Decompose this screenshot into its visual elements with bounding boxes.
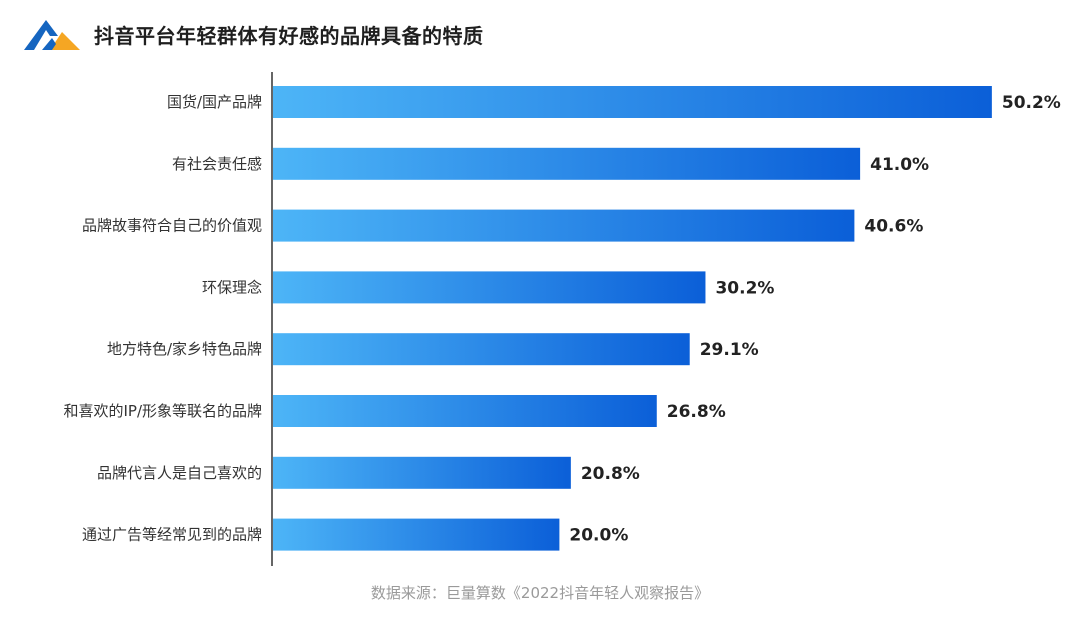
- bar: [273, 333, 690, 366]
- category-label: 品牌代言人是自己喜欢的: [97, 464, 262, 482]
- bar: [273, 86, 992, 118]
- chart-title: 抖音平台年轻群体有好感的品牌具备的特质: [94, 23, 484, 48]
- value-label: 50.2%: [1002, 93, 1061, 113]
- bar: [273, 456, 571, 489]
- data-source-note: 数据来源：巨量算数《2022抖音年轻人观察报告》: [370, 584, 710, 602]
- category-label: 品牌故事符合自己的价值观: [82, 217, 262, 235]
- category-label: 通过广告等经常见到的品牌: [82, 526, 262, 544]
- bar: [273, 518, 560, 551]
- value-label: 20.8%: [581, 464, 640, 484]
- category-label: 环保理念: [202, 278, 262, 296]
- category-label: 和喜欢的IP/形象等联名的品牌: [63, 402, 262, 420]
- value-label: 20.0%: [569, 526, 628, 546]
- bar: [273, 271, 706, 304]
- value-label: 30.2%: [715, 278, 774, 298]
- value-label: 40.6%: [864, 217, 923, 237]
- brand-logo-icon: [24, 20, 80, 50]
- category-label: 有社会责任感: [172, 155, 262, 173]
- category-label: 国货/国产品牌: [167, 93, 262, 111]
- bar: [273, 209, 855, 242]
- bar: [273, 147, 861, 180]
- value-label: 26.8%: [667, 402, 726, 422]
- value-label: 41.0%: [870, 155, 929, 175]
- category-label: 地方特色/家乡特色品牌: [107, 340, 262, 358]
- chart-header: 抖音平台年轻群体有好感的品牌具备的特质: [24, 14, 484, 54]
- bar: [273, 395, 657, 427]
- value-label: 29.1%: [700, 340, 759, 360]
